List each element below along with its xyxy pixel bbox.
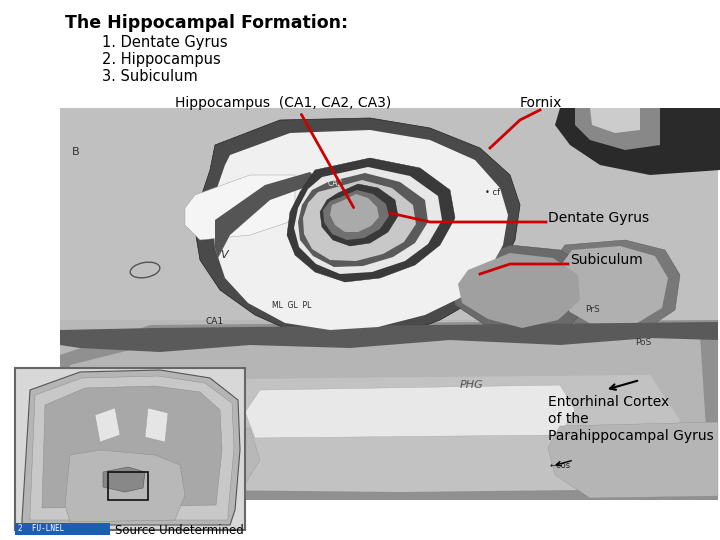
Text: 3. Subiculum: 3. Subiculum bbox=[102, 69, 198, 84]
Polygon shape bbox=[195, 118, 520, 340]
Text: 1. Dentate Gyrus: 1. Dentate Gyrus bbox=[102, 35, 228, 50]
Text: Parahippocampal Gyrus: Parahippocampal Gyrus bbox=[548, 429, 714, 443]
Polygon shape bbox=[320, 184, 398, 246]
Polygon shape bbox=[65, 450, 185, 522]
Text: PrS: PrS bbox=[585, 305, 600, 314]
Polygon shape bbox=[323, 190, 389, 240]
Polygon shape bbox=[60, 108, 320, 380]
Polygon shape bbox=[245, 385, 575, 438]
Polygon shape bbox=[60, 320, 718, 500]
Bar bbox=[108, 472, 148, 500]
Text: 2  FU-LNEL: 2 FU-LNEL bbox=[18, 524, 64, 533]
Text: V: V bbox=[220, 250, 228, 260]
Text: Source Undetermined: Source Undetermined bbox=[115, 524, 244, 537]
Polygon shape bbox=[70, 335, 710, 490]
Polygon shape bbox=[103, 467, 145, 492]
Polygon shape bbox=[185, 175, 295, 240]
Polygon shape bbox=[42, 386, 222, 508]
Polygon shape bbox=[548, 422, 718, 498]
Text: 2. Hippocampus: 2. Hippocampus bbox=[102, 52, 221, 67]
Polygon shape bbox=[556, 246, 668, 328]
Text: Entorhinal Cortex: Entorhinal Cortex bbox=[548, 395, 670, 409]
Polygon shape bbox=[303, 180, 416, 261]
Text: ML  GL  PL: ML GL PL bbox=[272, 301, 311, 310]
Polygon shape bbox=[22, 370, 240, 525]
Polygon shape bbox=[555, 108, 720, 175]
Polygon shape bbox=[213, 130, 508, 330]
Polygon shape bbox=[60, 108, 718, 320]
Text: Subiculum: Subiculum bbox=[570, 253, 643, 267]
Polygon shape bbox=[95, 408, 120, 442]
Text: PHG: PHG bbox=[460, 380, 484, 390]
Text: B: B bbox=[72, 147, 80, 157]
Polygon shape bbox=[294, 167, 442, 274]
Text: Hippocampus  (CA1, CA2, CA3): Hippocampus (CA1, CA2, CA3) bbox=[175, 96, 391, 110]
Polygon shape bbox=[60, 322, 718, 352]
Polygon shape bbox=[215, 172, 320, 258]
Polygon shape bbox=[30, 376, 234, 520]
Polygon shape bbox=[450, 245, 595, 335]
Text: CA2: CA2 bbox=[328, 179, 343, 187]
Polygon shape bbox=[330, 194, 379, 232]
Text: CA1: CA1 bbox=[206, 318, 224, 327]
Text: • cf: • cf bbox=[485, 188, 500, 197]
Text: Fornix: Fornix bbox=[520, 96, 562, 110]
Polygon shape bbox=[458, 253, 580, 328]
Polygon shape bbox=[80, 375, 680, 492]
Polygon shape bbox=[590, 108, 640, 133]
Bar bbox=[15, 368, 245, 530]
Bar bbox=[15, 523, 110, 535]
Polygon shape bbox=[60, 310, 718, 500]
Bar bbox=[60, 108, 718, 500]
Text: PoS: PoS bbox=[635, 338, 652, 347]
Polygon shape bbox=[548, 240, 680, 335]
Text: The Hippocampal Formation:: The Hippocampal Formation: bbox=[65, 14, 348, 32]
Polygon shape bbox=[575, 108, 660, 150]
Text: Dentate Gyrus: Dentate Gyrus bbox=[548, 211, 649, 225]
Polygon shape bbox=[298, 173, 428, 267]
Text: ←cos: ←cos bbox=[550, 461, 571, 470]
Polygon shape bbox=[65, 428, 260, 495]
Text: of the: of the bbox=[548, 412, 589, 426]
Polygon shape bbox=[145, 408, 168, 442]
Polygon shape bbox=[287, 158, 455, 282]
